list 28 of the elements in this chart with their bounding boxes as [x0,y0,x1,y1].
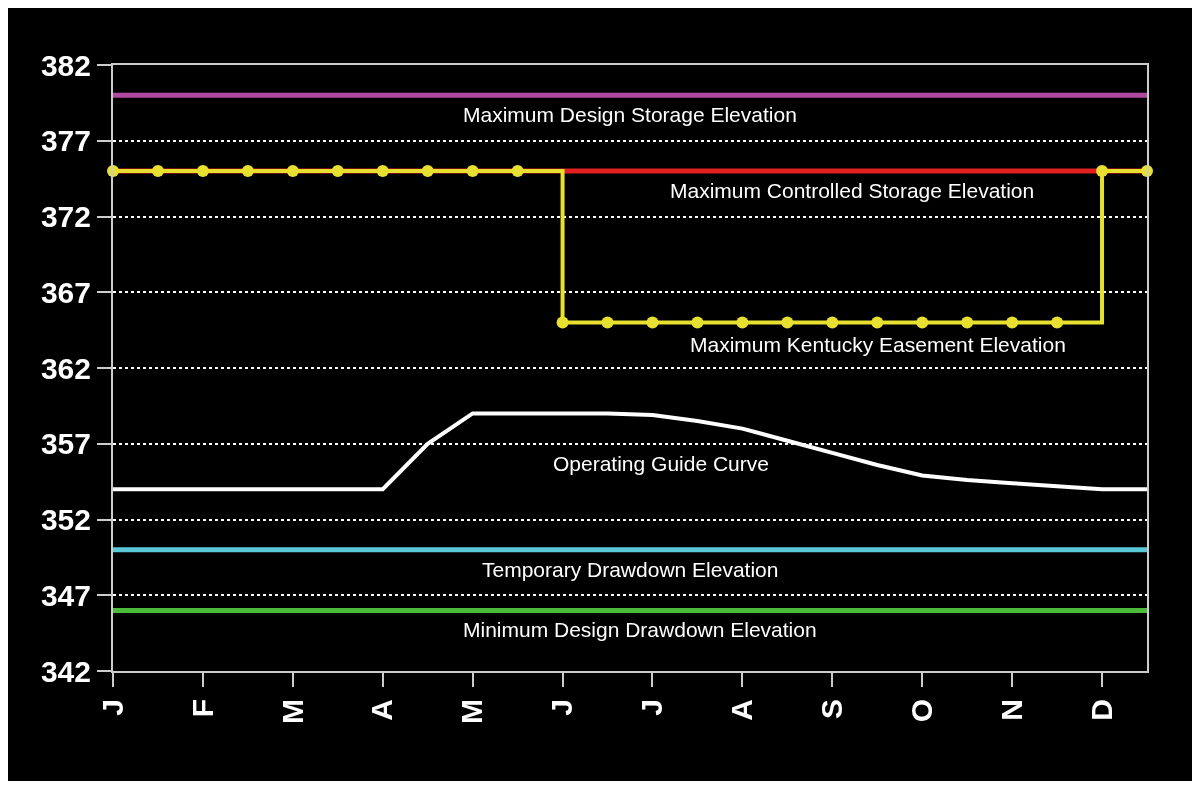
y-tick-label: 377 [40,124,91,158]
ref-line-label: Temporary Drawdown Elevation [482,558,779,581]
y-tick-label: 357 [40,427,91,461]
series-label: Operating Guide Curve [553,452,769,475]
line-series [113,411,1147,492]
x-tick-label: J [635,699,669,716]
y-tick-label: 367 [40,275,91,309]
x-tick-label: M [275,699,309,724]
y-tick-label: 352 [40,503,91,536]
x-tick-label: S [815,699,849,720]
x-tick-label: J [95,699,129,716]
x-tick-label: M [455,699,489,724]
series-label: Maximum Kentucky Easement Elevation [690,333,1066,356]
x-tick-label: A [725,699,759,721]
x-tick-label: J [545,699,579,716]
y-tick-label: 362 [40,351,91,385]
x-tick-label: A [365,699,399,721]
y-tick-label: 342 [40,654,91,688]
ref-line-label: Maximum Design Storage Elevation [463,103,797,126]
y-tick-label: 347 [40,578,91,612]
x-tick-label: N [994,699,1028,721]
ref-line-label: Maximum Controlled Storage Elevation [670,179,1035,202]
x-tick-label: O [904,699,938,723]
y-tick-label: 382 [40,48,91,82]
ref-line-label: Minimum Design Drawdown Elevation [463,618,817,641]
x-tick-label: D [1084,699,1118,721]
y-tick-label: 372 [40,200,91,233]
x-tick-label: F [185,699,219,718]
